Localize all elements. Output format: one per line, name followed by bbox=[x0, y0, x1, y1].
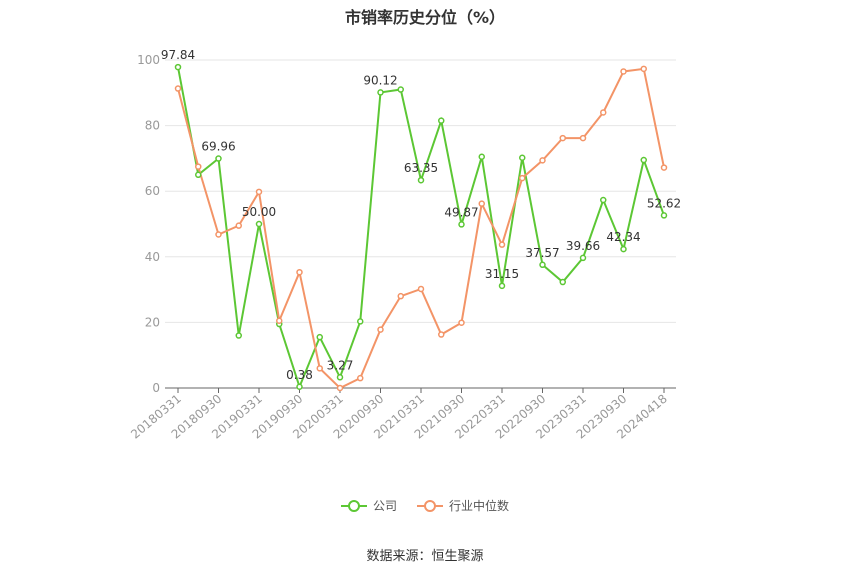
industry-point bbox=[579, 134, 587, 142]
company-point bbox=[559, 278, 566, 286]
industry-point bbox=[498, 241, 506, 248]
chart-title: 市销率历史分位（%） bbox=[344, 8, 506, 27]
industry-point bbox=[417, 285, 425, 293]
industry-point bbox=[478, 200, 485, 207]
data-label: 42.34 bbox=[606, 230, 640, 244]
industry-point bbox=[235, 222, 242, 229]
company-point bbox=[215, 155, 222, 162]
legend-company-symbol bbox=[340, 499, 367, 513]
industry-point bbox=[458, 319, 465, 326]
company-point bbox=[417, 176, 425, 184]
y-tick-label: 40 bbox=[145, 250, 160, 264]
data-label: 3.27 bbox=[327, 358, 354, 372]
y-tick-label: 60 bbox=[145, 184, 160, 198]
company-point bbox=[296, 383, 303, 391]
company-point bbox=[195, 171, 202, 179]
industry-point bbox=[640, 65, 647, 73]
industry-point bbox=[215, 231, 222, 238]
company-point bbox=[357, 318, 364, 325]
company-point bbox=[478, 153, 485, 161]
company-point bbox=[579, 254, 587, 262]
data-label: 69.96 bbox=[201, 140, 235, 154]
company-point bbox=[438, 117, 445, 124]
company-point bbox=[660, 212, 668, 219]
data-label: 52.62 bbox=[647, 196, 681, 210]
company-point bbox=[620, 245, 627, 253]
industry-point bbox=[438, 331, 445, 338]
company-point bbox=[377, 89, 384, 96]
legend-industry-symbol bbox=[417, 499, 443, 513]
data-label: 31.15 bbox=[485, 267, 519, 281]
chart-legend: 公司 行业中位数 bbox=[0, 497, 850, 514]
company-point bbox=[498, 282, 506, 290]
company-point bbox=[336, 374, 344, 381]
data-label: 49.87 bbox=[444, 205, 478, 219]
industry-point bbox=[174, 85, 182, 92]
company-series-line bbox=[177, 66, 665, 390]
industry-point bbox=[296, 268, 303, 276]
company-point bbox=[458, 221, 465, 228]
industry-point bbox=[255, 188, 263, 196]
data-label: 97.84 bbox=[161, 48, 195, 62]
industry-point bbox=[559, 134, 566, 142]
industry-point bbox=[620, 68, 627, 75]
company-point bbox=[174, 63, 182, 71]
company-point bbox=[600, 196, 607, 204]
industry-point bbox=[316, 365, 323, 372]
industry-point bbox=[377, 326, 384, 333]
data-label: 50.00 bbox=[242, 205, 276, 219]
industry-point bbox=[660, 164, 668, 171]
legend-industry-label: 行业中位数 bbox=[449, 499, 510, 513]
y-tick-label: 100 bbox=[137, 53, 160, 67]
industry-series-line bbox=[177, 67, 665, 390]
y-tick-label: 20 bbox=[145, 315, 160, 329]
company-point bbox=[519, 154, 526, 161]
legend-item-industry[interactable]: 行业中位数 bbox=[417, 497, 509, 514]
industry-point bbox=[539, 157, 546, 164]
data-label: 90.12 bbox=[363, 73, 397, 87]
data-label: 37.57 bbox=[525, 246, 559, 260]
company-point bbox=[640, 156, 647, 164]
industry-point bbox=[276, 317, 283, 325]
y-tick-label: 80 bbox=[145, 119, 160, 133]
data-label: 0.38 bbox=[286, 368, 313, 382]
industry-point bbox=[397, 292, 404, 300]
industry-point bbox=[357, 374, 364, 382]
data-label: 39.66 bbox=[566, 239, 600, 253]
industry-point bbox=[336, 384, 344, 392]
industry-point bbox=[195, 163, 202, 170]
legend-company-label: 公司 bbox=[372, 499, 397, 513]
industry-point bbox=[600, 109, 607, 116]
industry-point bbox=[519, 174, 526, 182]
data-label: 63.35 bbox=[404, 161, 438, 175]
company-point bbox=[539, 261, 546, 269]
company-point bbox=[397, 86, 404, 93]
company-point bbox=[255, 220, 263, 228]
legend-item-company[interactable]: 公司 bbox=[340, 497, 397, 514]
company-point bbox=[316, 333, 323, 341]
data-source: 数据来源：恒生聚源 bbox=[366, 549, 484, 564]
y-tick-label: 0 bbox=[152, 381, 160, 395]
company-point bbox=[235, 332, 242, 339]
